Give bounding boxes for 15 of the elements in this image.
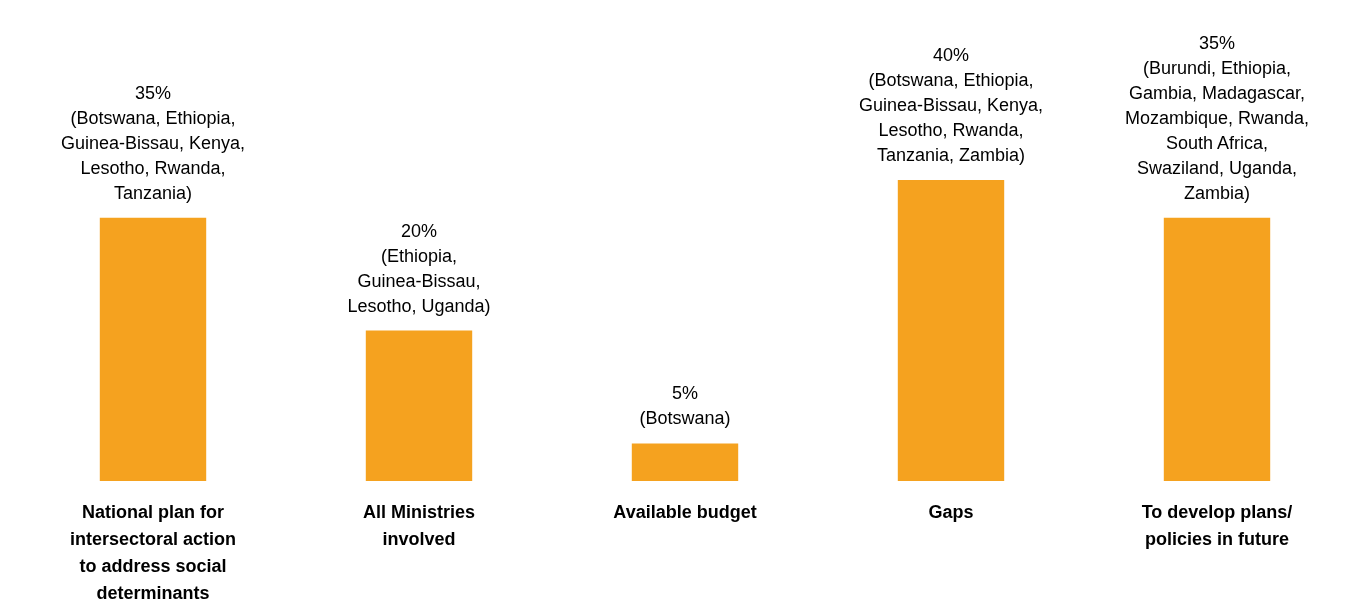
data-label: 35% (Burundi, Ethiopia, Gambia, Madagascar, Mozambique, Rwanda, South Africa, Swaziland, Uganda, Zambia) [1124, 32, 1310, 203]
x-tick-label: Available budget [613, 501, 757, 522]
bar [365, 330, 473, 481]
bar [631, 443, 739, 481]
data-label: 20% (Ethiopia, Guinea-Bissau, Lesotho, Uganda) [347, 220, 491, 316]
bar [99, 217, 207, 481]
x-tick-label: To develop plans/ policies in future [1141, 501, 1293, 549]
data-label: 5% (Botswana) [639, 383, 731, 429]
x-tick-label: Gaps [928, 501, 974, 522]
x-tick-label: National plan for intersectoral action to address social determinants [69, 501, 237, 603]
bar [897, 180, 1005, 481]
data-label: 35% (Botswana, Ethiopia, Guinea-Bissau, Kenya, Lesotho, Rwanda, Tanzania) [60, 82, 246, 203]
bar [1163, 217, 1271, 481]
data-label: 40% (Botswana, Ethiopia, Guinea-Bissau, Kenya, Lesotho, Rwanda, Tanzania, Zambia) [858, 45, 1044, 165]
x-tick-label: All Ministries involved [362, 501, 476, 549]
